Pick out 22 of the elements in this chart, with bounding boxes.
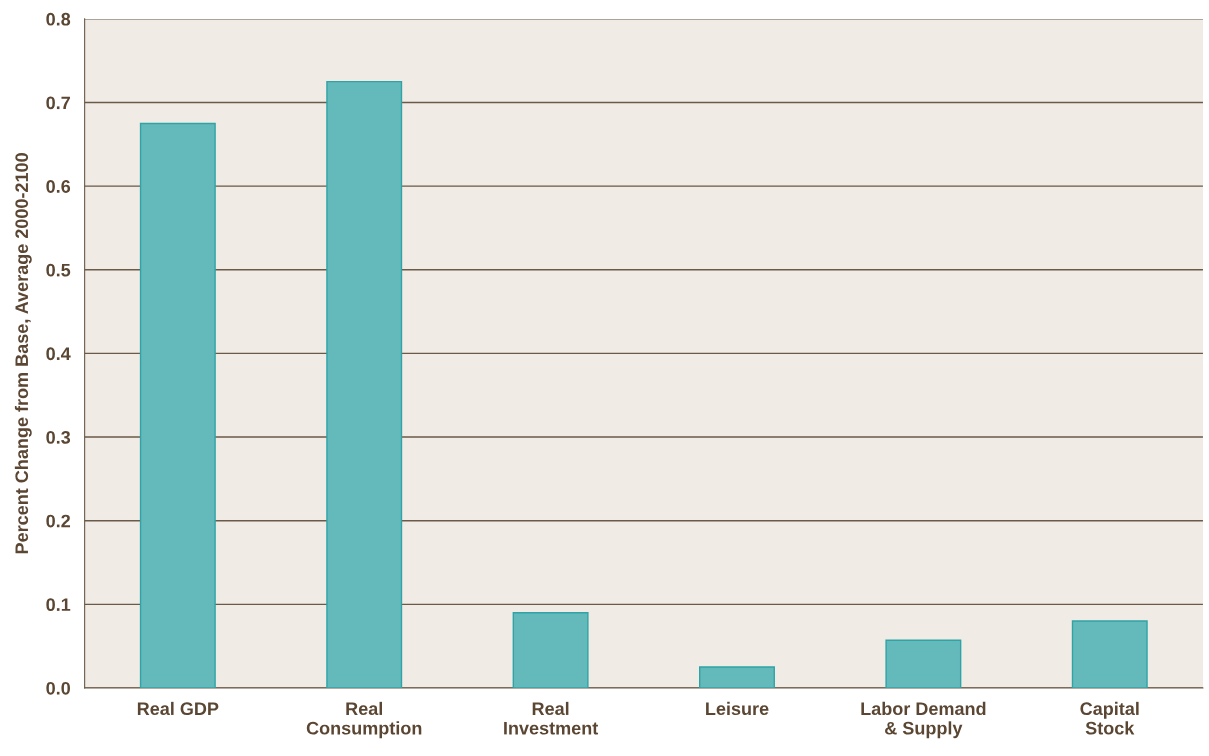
y-tick-label: 0.7 bbox=[46, 96, 70, 110]
y-tick-label: 0.6 bbox=[46, 180, 71, 193]
y-tick-label: 0.3 bbox=[46, 431, 71, 444]
bar bbox=[512, 611, 589, 688]
y-tick-label: 0.5 bbox=[46, 263, 71, 277]
y-tick-label: 0.8 bbox=[46, 12, 71, 26]
bar bbox=[699, 666, 775, 688]
bar bbox=[885, 639, 962, 688]
y-tick-label: 0.2 bbox=[46, 514, 71, 528]
bar bbox=[326, 80, 403, 688]
x-tick-label: Leisure bbox=[706, 701, 769, 716]
y-tick-label: 0.0 bbox=[46, 681, 70, 695]
bar bbox=[1071, 620, 1148, 688]
x-tick-label: Real Investment bbox=[504, 701, 599, 735]
y-tick-label: 0.4 bbox=[46, 347, 71, 361]
x-tick-label: Labor Demand & Supply bbox=[861, 701, 986, 739]
x-tick-label: Real Consumption bbox=[306, 701, 422, 739]
y-axis-title: Percent Change from Base, Average 2000-2100 bbox=[14, 153, 32, 554]
y-tick-label: 0.1 bbox=[46, 598, 71, 612]
x-tick-label: Capital Stock bbox=[1080, 701, 1139, 735]
bar bbox=[139, 122, 216, 688]
x-tick-label: Real GDP bbox=[137, 701, 219, 716]
